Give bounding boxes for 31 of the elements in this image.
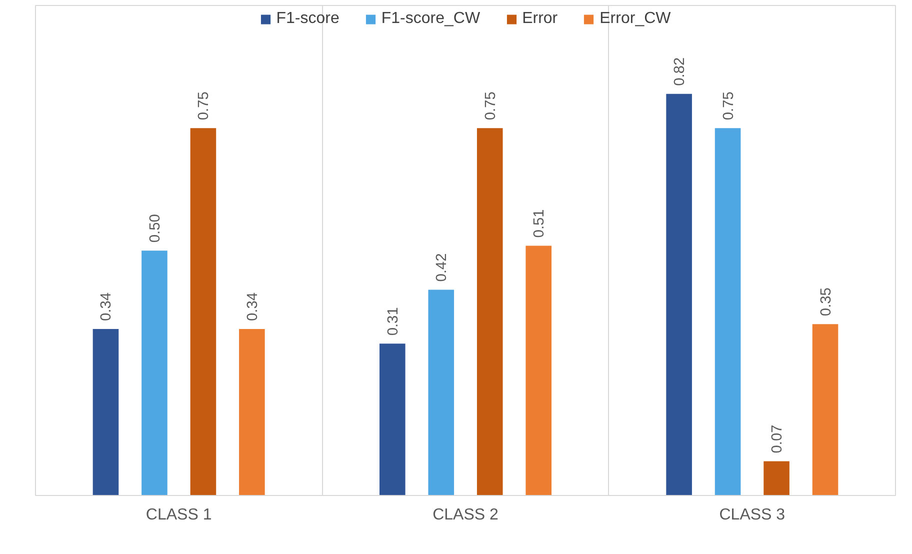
legend-label: F1-score [276, 10, 340, 28]
bar [526, 246, 552, 496]
x-tick-label: CLASS 3 [719, 506, 786, 524]
data-label: 0.75 [196, 92, 212, 120]
data-label: 0.75 [720, 92, 737, 120]
data-label: 0.35 [818, 288, 834, 316]
x-tick-label: CLASS 2 [432, 506, 499, 524]
x-tick-label: CLASS 1 [146, 506, 212, 524]
bar [92, 328, 119, 496]
bar [476, 128, 503, 496]
data-label: 0.51 [532, 209, 548, 238]
bar [812, 324, 838, 496]
bar [142, 250, 168, 496]
bar [666, 94, 692, 496]
bar [764, 461, 790, 496]
data-label: 0.34 [98, 292, 115, 321]
data-label: 0.31 [385, 307, 402, 336]
data-label: 0.34 [244, 292, 261, 321]
bar [380, 344, 406, 496]
data-label: 0.07 [770, 424, 786, 454]
data-label: 0.50 [147, 214, 164, 243]
legend-label: F1-score_CW [381, 10, 480, 28]
bar [190, 128, 216, 496]
data-label: 0.82 [672, 57, 688, 86]
data-label: 0.75 [482, 92, 499, 120]
legend-label: Error_CW [600, 10, 671, 28]
bar [239, 328, 265, 496]
legend-label: Error [522, 10, 558, 28]
bar [714, 128, 741, 496]
data-label: 0.42 [434, 253, 450, 282]
bar [428, 290, 454, 496]
